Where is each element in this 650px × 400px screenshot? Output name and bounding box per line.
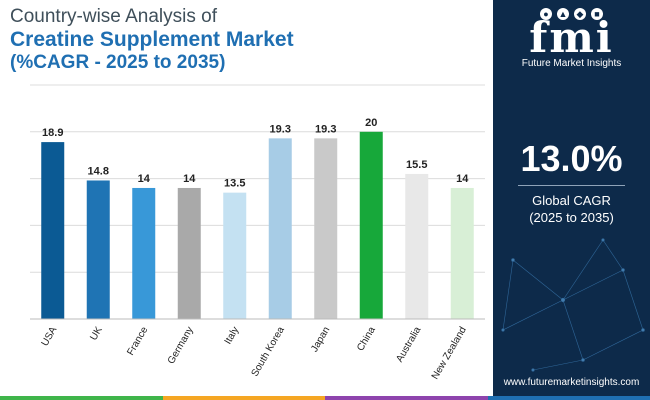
side-panel: ● ▲ ◆ ■ fmi Future Market Insights 13.0%… — [493, 0, 650, 400]
logo-text: fmi — [529, 13, 614, 62]
data-label: 19.3 — [270, 123, 291, 135]
data-label: 14 — [183, 173, 196, 185]
global-cagr-value: 13.0% — [520, 138, 623, 179]
x-tick-label: Japan — [309, 325, 332, 354]
bar-italy — [223, 192, 247, 319]
bar-germany — [177, 187, 201, 319]
logo-icon-row: ● ▲ ◆ ■ — [493, 8, 650, 20]
bar-australia — [405, 173, 429, 319]
globe-icon: ● — [540, 8, 552, 20]
global-cagr-period: (2025 to 2035) — [529, 210, 614, 225]
x-tick-label: Germany — [166, 325, 196, 366]
data-label: 18.9 — [42, 127, 63, 139]
data-label: 14 — [456, 173, 469, 185]
strip-segment-4 — [487, 396, 650, 400]
strip-segment-1 — [0, 396, 163, 400]
data-label: 19.3 — [315, 123, 336, 135]
bar-new-zealand — [450, 187, 474, 319]
x-tick-label: France — [125, 325, 150, 358]
flask-icon: ▲ — [557, 8, 569, 20]
person-icon: ■ — [591, 8, 603, 20]
x-tick-label: UK — [88, 325, 105, 343]
data-label: 20 — [365, 117, 377, 129]
website-link[interactable]: www.futuremarketinsights.com — [503, 377, 640, 388]
bar-japan — [314, 138, 338, 319]
strip-segment-2 — [162, 396, 325, 400]
bottom-color-strip — [0, 396, 650, 400]
x-tick-label: Australia — [394, 325, 423, 365]
data-label: 14 — [138, 173, 151, 185]
leaf-icon: ◆ — [574, 8, 586, 20]
logo-subtext: Future Market Insights — [521, 58, 622, 69]
title-line-3: (%CAGR - 2025 to 2035) — [10, 52, 226, 73]
bar-china — [359, 131, 383, 319]
x-tick-label: China — [355, 325, 378, 354]
bar-south-korea — [268, 138, 292, 319]
bar-france — [132, 187, 156, 319]
bar-uk — [86, 180, 110, 319]
strip-segment-3 — [325, 396, 488, 400]
bar-chart: 18.9 USA 14.8 UK 14 France 14 Germany 13.5 Italy 1… — [30, 84, 485, 382]
x-tick-label: New Zealand — [430, 325, 469, 382]
network-pattern — [501, 238, 645, 372]
data-label: 14.8 — [88, 165, 109, 177]
x-tick-label: USA — [40, 325, 60, 349]
global-cagr-label: Global CAGR — [532, 193, 611, 208]
divider — [518, 185, 625, 186]
title-line-1: Country-wise Analysis of — [10, 6, 217, 27]
data-label: 13.5 — [224, 178, 245, 190]
data-label: 15.5 — [406, 159, 427, 171]
title-line-2: Creatine Supplement Market — [10, 28, 294, 51]
x-tick-label: Italy — [223, 325, 242, 346]
x-tick-label: South Korea — [250, 325, 288, 379]
fmi-logo: ● ▲ ◆ ■ fmi Future Market Insights — [493, 6, 650, 69]
bar-usa — [41, 142, 65, 319]
